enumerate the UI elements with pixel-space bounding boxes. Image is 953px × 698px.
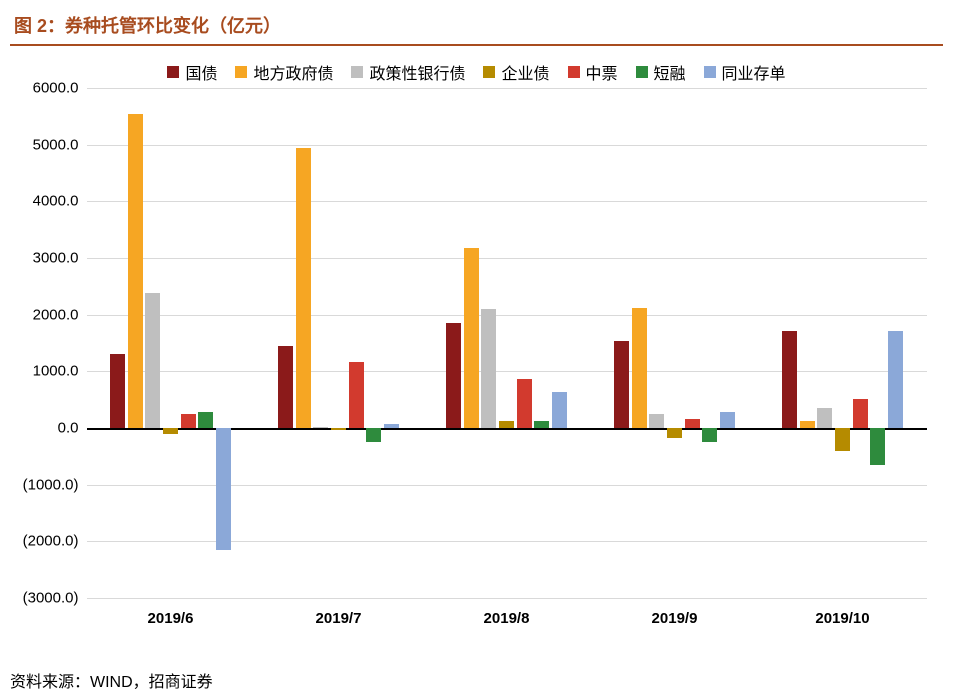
legend-swatch: [483, 66, 495, 78]
bar: [145, 293, 160, 428]
bar: [800, 421, 815, 428]
y-tick-label: 3000.0: [33, 250, 87, 267]
gridline: [87, 258, 927, 259]
bar: [296, 148, 311, 429]
bar: [128, 114, 143, 429]
legend-label: 短融: [654, 60, 686, 84]
legend-swatch: [568, 66, 580, 78]
figure-title: 图 2：券种托管环比变化（亿元）: [10, 8, 943, 46]
legend-swatch: [704, 66, 716, 78]
legend-swatch: [235, 66, 247, 78]
bar: [702, 428, 717, 442]
x-tick-label: 2019/7: [255, 610, 423, 627]
bar: [870, 428, 885, 465]
legend-label: 国债: [185, 60, 217, 84]
bar: [649, 414, 664, 428]
bar: [110, 354, 125, 428]
gridline: [87, 88, 927, 89]
bar: [366, 428, 381, 442]
chart-area: 国债地方政府债政策性银行债企业债中票短融同业存单 (3000.0)(2000.0…: [17, 54, 937, 654]
bar: [517, 379, 532, 428]
bar: [853, 399, 868, 428]
y-tick-label: 4000.0: [33, 193, 87, 210]
bar: [278, 346, 293, 428]
x-tick-label: 2019/9: [591, 610, 759, 627]
gridline: [87, 598, 927, 599]
y-tick-label: 1000.0: [33, 363, 87, 380]
bar: [614, 341, 629, 428]
legend-item: 政策性银行债: [351, 60, 465, 84]
legend-item: 企业债: [483, 60, 549, 84]
bar: [835, 428, 850, 451]
legend-item: 同业存单: [704, 60, 786, 84]
y-tick-label: 0.0: [58, 420, 87, 437]
gridline: [87, 201, 927, 202]
bar: [384, 424, 399, 428]
legend-swatch: [351, 66, 363, 78]
bar: [464, 248, 479, 428]
legend-item: 地方政府债: [235, 60, 333, 84]
legend-label: 政策性银行债: [369, 60, 465, 84]
gridline: [87, 485, 927, 486]
gridline: [87, 371, 927, 372]
legend-item: 短融: [636, 60, 686, 84]
legend-label: 中票: [586, 60, 618, 84]
bar: [888, 331, 903, 428]
source-text: 资料来源：WIND，招商证券: [10, 668, 213, 692]
legend-swatch: [636, 66, 648, 78]
bar: [163, 428, 178, 434]
bar: [817, 408, 832, 428]
legend-label: 同业存单: [722, 60, 786, 84]
bar: [446, 323, 461, 428]
gridline: [87, 541, 927, 542]
bar: [349, 362, 364, 428]
gridline: [87, 145, 927, 146]
y-tick-label: 6000.0: [33, 80, 87, 97]
y-tick-label: 5000.0: [33, 136, 87, 153]
x-tick-label: 2019/6: [87, 610, 255, 627]
x-tick-label: 2019/10: [759, 610, 927, 627]
y-tick-label: (1000.0): [23, 476, 87, 493]
bar: [198, 412, 213, 428]
bar: [534, 421, 549, 428]
y-tick-label: (3000.0): [23, 590, 87, 607]
legend-label: 企业债: [501, 60, 549, 84]
bar: [552, 392, 567, 428]
legend-item: 中票: [568, 60, 618, 84]
bar: [481, 309, 496, 428]
y-tick-label: 2000.0: [33, 306, 87, 323]
gridline: [87, 428, 927, 430]
x-axis-labels: 2019/62019/72019/82019/92019/10: [87, 610, 927, 627]
y-tick-label: (2000.0): [23, 533, 87, 550]
gridline: [87, 315, 927, 316]
legend-item: 国债: [167, 60, 217, 84]
legend-label: 地方政府债: [253, 60, 333, 84]
bar: [313, 427, 328, 428]
bar: [782, 331, 797, 428]
bar: [331, 428, 346, 430]
bar: [632, 308, 647, 428]
bar: [685, 419, 700, 428]
bar: [667, 428, 682, 438]
bar: [181, 414, 196, 428]
legend-swatch: [167, 66, 179, 78]
bar: [720, 412, 735, 428]
bar: [499, 421, 514, 428]
chart-legend: 国债 地方政府债 政策性银行债 企业债 中票 短融 同业存单: [17, 54, 937, 88]
plot-area: (3000.0)(2000.0)(1000.0)0.01000.02000.03…: [87, 88, 927, 598]
x-tick-label: 2019/8: [423, 610, 591, 627]
bar: [216, 428, 231, 550]
